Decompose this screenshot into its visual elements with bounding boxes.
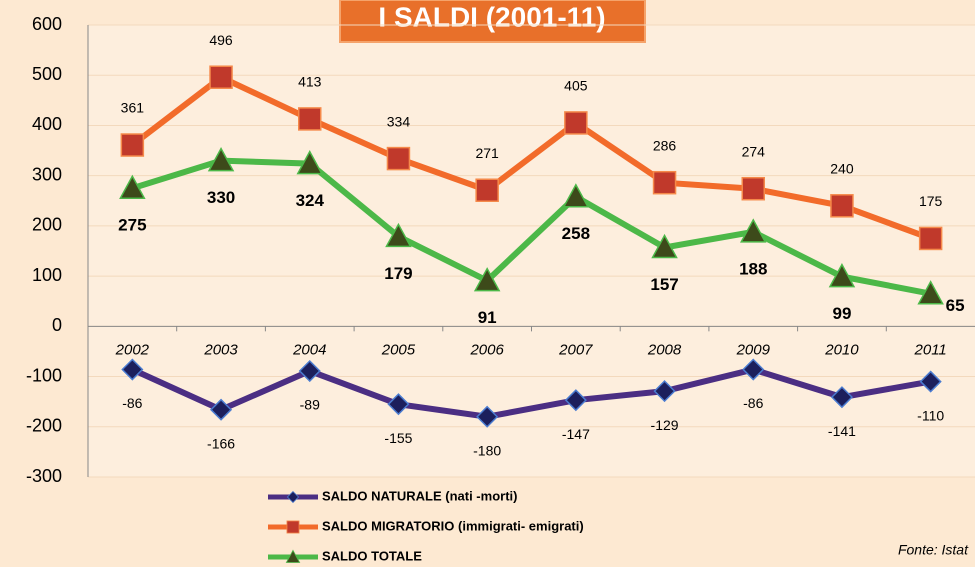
marker — [209, 65, 233, 89]
marker — [387, 393, 410, 416]
data-label: 240 — [830, 161, 854, 177]
legend-marker — [286, 490, 300, 504]
data-label: 99 — [832, 304, 851, 323]
y-tick-label: -100 — [26, 365, 62, 385]
legend-label: SALDO TOTALE — [322, 548, 422, 563]
marker — [564, 111, 588, 135]
data-label: -155 — [384, 430, 412, 446]
marker — [917, 280, 944, 305]
data-label: 413 — [298, 74, 322, 90]
data-label: -147 — [562, 426, 590, 442]
marker — [828, 263, 856, 288]
data-label: 188 — [739, 259, 767, 278]
marker — [830, 386, 854, 409]
data-label: 274 — [742, 143, 766, 159]
data-label: 157 — [650, 275, 678, 294]
x-tick-label: 2002 — [115, 341, 150, 358]
marker — [830, 194, 854, 218]
data-label: 175 — [919, 193, 943, 209]
y-tick-label: -300 — [26, 466, 62, 486]
data-label: 496 — [209, 32, 233, 48]
y-tick-label: 0 — [52, 315, 62, 335]
marker — [120, 133, 145, 157]
marker — [741, 176, 765, 201]
data-label: 361 — [121, 100, 145, 116]
x-tick-label: 2011 — [914, 341, 947, 358]
y-tick-label: 400 — [32, 114, 62, 134]
y-tick-label: -200 — [26, 416, 62, 436]
marker — [473, 267, 501, 292]
marker — [919, 370, 942, 393]
legend-label: SALDO MIGRATORIO (immigrati- emigrati) — [322, 518, 584, 533]
marker — [386, 146, 411, 171]
marker — [652, 170, 677, 195]
data-label: -180 — [473, 442, 501, 458]
x-tick-label: 2006 — [469, 341, 504, 358]
marker — [564, 389, 587, 412]
marker — [209, 398, 233, 421]
marker — [562, 183, 590, 208]
y-tick-label: 500 — [32, 64, 62, 84]
y-tick-label: 300 — [32, 164, 62, 184]
data-label: 275 — [118, 216, 146, 235]
series-line — [131, 366, 932, 420]
marker — [918, 226, 943, 251]
legend-marker — [286, 520, 300, 534]
data-label: 65 — [946, 296, 965, 315]
data-label: -110 — [917, 407, 944, 423]
series-line — [131, 157, 932, 297]
marker — [296, 150, 324, 175]
x-tick-label: 2003 — [203, 341, 238, 358]
data-label: -141 — [828, 423, 856, 439]
data-label: 405 — [564, 78, 588, 94]
x-tick-label: 2008 — [647, 341, 682, 358]
data-label: 258 — [562, 224, 590, 243]
chart-title: I SALDI (2001-11) — [378, 1, 605, 32]
marker — [207, 147, 235, 172]
marker — [298, 107, 322, 131]
data-label: -129 — [651, 417, 679, 433]
y-tick-label: 600 — [32, 14, 62, 34]
data-label: 271 — [475, 145, 499, 161]
data-label: -89 — [300, 397, 320, 413]
marker — [476, 405, 499, 428]
marker — [121, 358, 144, 381]
marker — [385, 222, 412, 248]
marker — [651, 233, 678, 259]
legend-marker — [285, 549, 301, 563]
data-label: 91 — [478, 308, 497, 327]
source: Fonte: Istat — [898, 542, 969, 558]
marker — [653, 380, 676, 403]
marker — [742, 358, 765, 381]
legend-label: SALDO NATURALE (nati -morti) — [322, 488, 517, 503]
data-label: 179 — [384, 264, 412, 283]
data-label: -166 — [207, 435, 235, 451]
y-tick-label: 100 — [32, 265, 62, 285]
marker — [475, 178, 499, 202]
x-tick-label: 2005 — [381, 341, 416, 358]
x-tick-label: 2004 — [292, 341, 326, 358]
data-label: 334 — [387, 113, 411, 129]
marker — [119, 174, 146, 199]
marker — [298, 359, 321, 383]
x-tick-label: 2009 — [736, 341, 771, 358]
data-label: -86 — [743, 395, 763, 411]
data-label: 330 — [207, 188, 235, 207]
x-tick-label: 2007 — [558, 341, 593, 358]
data-label: 324 — [296, 191, 325, 210]
series-line — [130, 73, 932, 242]
data-label: -86 — [122, 395, 142, 411]
title-box — [339, 0, 646, 43]
marker — [739, 218, 767, 243]
x-tick-label: 2010 — [824, 341, 859, 358]
data-label: 286 — [653, 137, 677, 153]
y-tick-label: 200 — [32, 215, 62, 235]
